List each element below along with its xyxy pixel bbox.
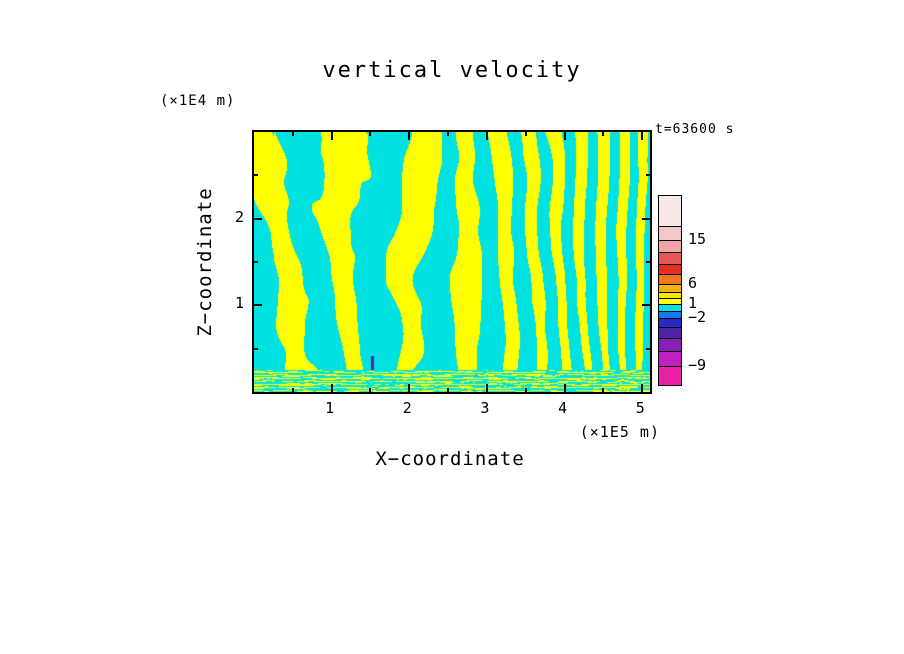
colorbar-segment [659,274,681,284]
tick-mark [641,132,643,140]
colorbar-tick-label: 15 [688,230,707,248]
y-axis-unit-label: (×1E4 m) [160,93,236,109]
tick-mark [292,388,294,392]
tick-mark [486,384,488,392]
colorbar-segment [659,366,681,385]
time-label: t=63600 s [655,122,735,137]
colorbar-segment [659,292,681,298]
x-tick-label: 2 [402,399,412,417]
colorbar-segment [659,226,681,240]
y-axis-label: Z−coordinate [194,187,216,337]
y-tick-label: 1 [234,294,244,313]
tick-mark [331,384,333,392]
x-tick-label: 3 [480,399,490,417]
tick-mark [564,384,566,392]
colorbar-segment [659,338,681,351]
tick-mark [369,132,371,136]
tick-mark [254,261,258,263]
colorbar-segment [659,311,681,318]
tick-mark [369,388,371,392]
colorbar-segment [659,327,681,338]
tick-mark [292,132,294,136]
colorbar-tick-label: −2 [688,308,707,326]
tick-mark [642,218,650,220]
tick-mark [642,304,650,306]
colorbar-segment [659,298,681,304]
tick-mark [254,174,258,176]
tick-mark [408,132,410,140]
colorbar-tick-label: −9 [688,356,707,374]
tick-mark [602,132,604,136]
colorbar-tick-label: 1 [688,294,698,312]
colorbar-segment [659,351,681,366]
x-tick-label: 4 [558,399,568,417]
tick-mark [447,388,449,392]
colorbar [658,195,682,386]
tick-mark [408,384,410,392]
tick-mark [646,348,650,350]
colorbar-segment [659,304,681,311]
tick-mark [486,132,488,140]
tick-mark [646,261,650,263]
tick-mark [254,348,258,350]
colorbar-segment [659,196,681,226]
colorbar-segment [659,264,681,274]
heatmap-canvas [254,132,650,392]
x-tick-label: 1 [325,399,335,417]
x-axis-unit-label: (×1E5 m) [579,423,660,441]
tick-mark [525,388,527,392]
x-axis-label: X−coordinate [375,448,525,470]
x-tick-label: 5 [635,399,645,417]
tick-mark [331,132,333,140]
tick-mark [641,384,643,392]
tick-mark [254,304,262,306]
colorbar-segment [659,240,681,252]
y-tick-label: 2 [234,207,244,226]
chart-title: vertical velocity [322,58,582,83]
tick-mark [602,388,604,392]
tick-mark [646,174,650,176]
tick-mark [447,132,449,136]
colorbar-segment [659,318,681,327]
colorbar-segment [659,252,681,264]
plot-frame [252,130,652,394]
tick-mark [525,132,527,136]
colorbar-segment [659,284,681,292]
colorbar-tick-label: 6 [688,274,698,292]
tick-mark [254,218,262,220]
tick-mark [564,132,566,140]
